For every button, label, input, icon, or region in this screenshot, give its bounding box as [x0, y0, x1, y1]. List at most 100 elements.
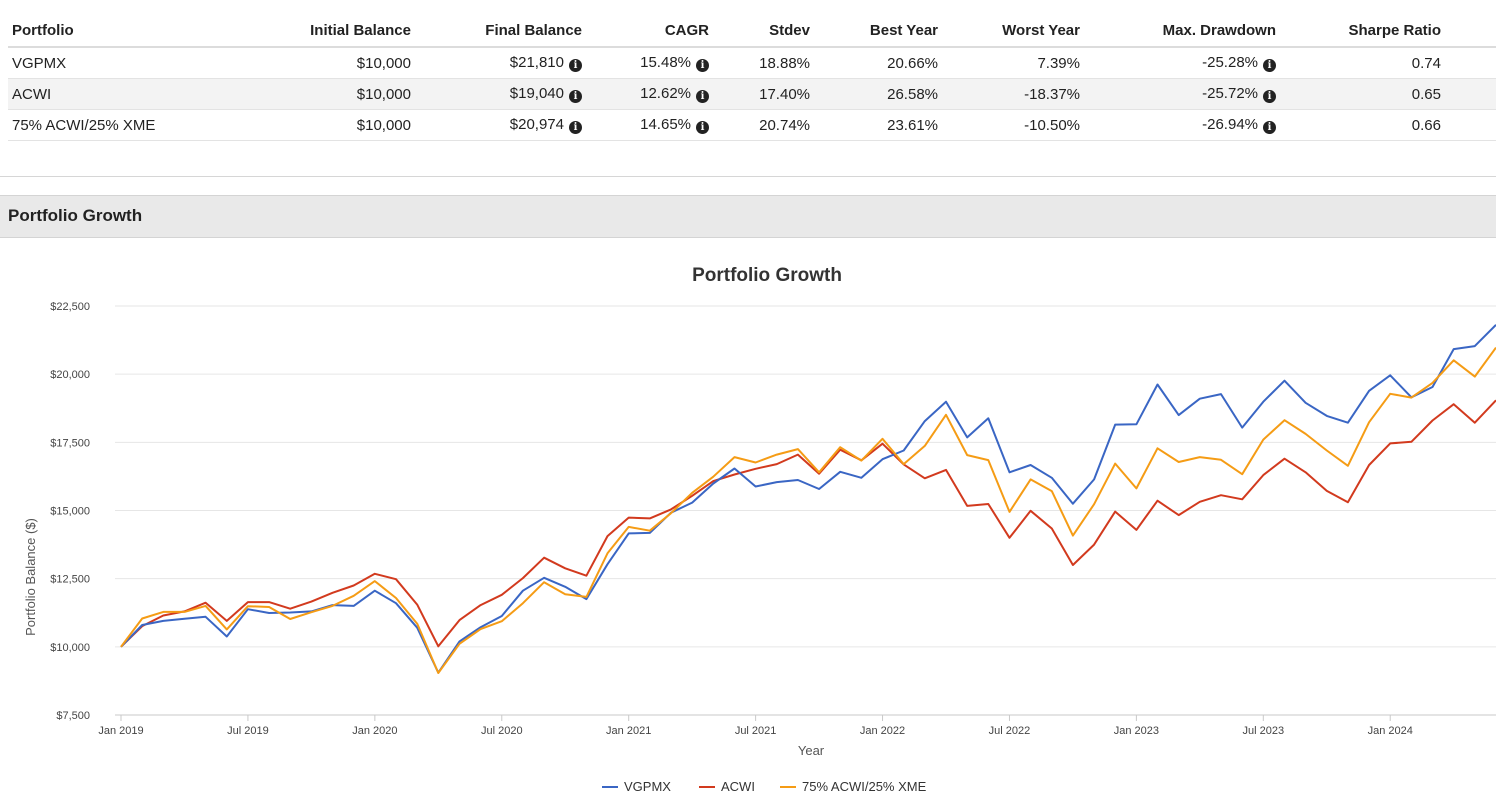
- header-spacer: [1441, 14, 1496, 48]
- table-row: VGPMX $10,000 $21,810 i 15.48% i 18.88% 20…: [8, 47, 1496, 79]
- info-circle-icon[interactable]: i: [569, 90, 582, 103]
- y-tick-label: $7,500: [56, 710, 90, 722]
- x-tick-label: Jan 2020: [352, 725, 397, 737]
- legend-label: 75% ACWI/25% XME: [802, 779, 927, 794]
- stdev: 20.74%: [709, 109, 810, 141]
- header-initial-balance: Initial Balance: [234, 14, 411, 48]
- y-tick-label: $12,500: [50, 574, 90, 586]
- info-circle-icon[interactable]: i: [1263, 59, 1276, 72]
- header-max-drawdown: Max. Drawdown: [1080, 14, 1276, 48]
- header-worst-year: Worst Year: [938, 14, 1080, 48]
- summary-header-row: Portfolio Initial Balance Final Balance …: [8, 14, 1496, 48]
- row-spacer: [1441, 47, 1496, 79]
- legend-label: ACWI: [721, 779, 755, 794]
- max-drawdown: -26.94%: [1202, 116, 1258, 133]
- portfolio-name: VGPMX: [8, 47, 234, 79]
- series-line-75-acwi-25-xme[interactable]: [120, 347, 1496, 674]
- cagr: 14.65%: [640, 116, 691, 133]
- info-circle-icon[interactable]: i: [569, 121, 582, 134]
- portfolio-name: 75% ACWI/25% XME: [8, 109, 234, 141]
- legend-label: VGPMX: [624, 779, 671, 794]
- max-drawdown-cell: -25.72% i: [1080, 78, 1276, 110]
- x-tick-label: Jan 2019: [98, 725, 143, 737]
- legend-item[interactable]: ACWI: [699, 779, 755, 794]
- worst-year: 7.39%: [938, 47, 1080, 79]
- initial-balance: $10,000: [234, 109, 411, 141]
- summary-table: Portfolio Initial Balance Final Balance …: [8, 14, 1496, 141]
- header-portfolio: Portfolio: [8, 14, 234, 48]
- stdev: 17.40%: [709, 78, 810, 110]
- best-year: 26.58%: [810, 78, 938, 110]
- info-circle-icon[interactable]: i: [696, 59, 709, 72]
- cagr-cell: 15.48% i: [582, 47, 709, 79]
- x-tick-label: Jan 2024: [1368, 725, 1413, 737]
- info-circle-icon[interactable]: i: [569, 59, 582, 72]
- x-tick-label: Jul 2023: [1243, 725, 1285, 737]
- y-tick-label: $20,000: [50, 369, 90, 381]
- table-row: ACWI $10,000 $19,040 i 12.62% i 17.40% 26.…: [8, 78, 1496, 110]
- x-tick-label: Jul 2022: [989, 725, 1031, 737]
- row-spacer: [1441, 78, 1496, 110]
- info-circle-icon[interactable]: i: [1263, 90, 1276, 103]
- portfolio-growth-chart: $7,500 $10,000 $12,500 $15,000 $17,500 $20,00…: [23, 265, 1496, 794]
- series-line-vgpmx[interactable]: [120, 324, 1496, 674]
- initial-balance: $10,000: [234, 47, 411, 79]
- initial-balance: $10,000: [234, 78, 411, 110]
- final-balance: $21,810: [509, 54, 564, 71]
- max-drawdown-cell: -26.94% i: [1080, 109, 1276, 141]
- x-tick-label: Jan 2022: [860, 725, 905, 737]
- x-tick-label: Jul 2019: [227, 725, 269, 737]
- section-header: Portfolio Growth: [0, 195, 1496, 238]
- sharpe-ratio: 0.74: [1276, 47, 1441, 79]
- y-tick-label: $10,000: [50, 642, 90, 654]
- row-spacer: [1441, 109, 1496, 141]
- sharpe-ratio: 0.65: [1276, 78, 1441, 110]
- grid-lines: [115, 305, 1496, 648]
- portfolio-name: ACWI: [8, 78, 234, 110]
- axes: $7,500 $10,000 $12,500 $15,000 $17,500 $20,00…: [50, 301, 1496, 737]
- max-drawdown: -25.72%: [1202, 85, 1258, 102]
- final-balance-cell: $21,810 i: [411, 47, 582, 79]
- y-tick-label: $15,000: [50, 506, 90, 518]
- x-tick-label: Jan 2023: [1114, 725, 1159, 737]
- info-circle-icon[interactable]: i: [696, 90, 709, 103]
- header-best-year: Best Year: [810, 14, 938, 48]
- x-tick-label: Jul 2020: [481, 725, 523, 737]
- cagr: 12.62%: [640, 85, 691, 102]
- section-divider: [0, 176, 1496, 177]
- table-row: 75% ACWI/25% XME $10,000 $20,974 i 14.65%…: [8, 109, 1496, 141]
- final-balance: $20,974: [509, 116, 564, 133]
- worst-year: -10.50%: [938, 109, 1080, 141]
- section-title: Portfolio Growth: [8, 206, 143, 225]
- final-balance: $19,040: [509, 85, 564, 102]
- header-stdev: Stdev: [709, 14, 810, 48]
- legend-item[interactable]: 75% ACWI/25% XME: [780, 779, 927, 794]
- series-lines: [120, 324, 1496, 674]
- info-circle-icon[interactable]: i: [1263, 121, 1276, 134]
- y-tick-label: $17,500: [50, 437, 90, 449]
- cagr: 15.48%: [640, 54, 691, 71]
- header-sharpe-ratio: Sharpe Ratio: [1276, 14, 1441, 48]
- stdev: 18.88%: [709, 47, 810, 79]
- worst-year: -18.37%: [938, 78, 1080, 110]
- final-balance-cell: $19,040 i: [411, 78, 582, 110]
- series-line-acwi[interactable]: [120, 399, 1496, 648]
- x-tick-label: Jul 2021: [735, 725, 777, 737]
- legend: VGPMX ACWI 75% ACWI/25% XME: [602, 779, 927, 794]
- max-drawdown: -25.28%: [1202, 54, 1258, 71]
- header-cagr: CAGR: [582, 14, 709, 48]
- cagr-cell: 14.65% i: [582, 109, 709, 141]
- best-year: 20.66%: [810, 47, 938, 79]
- chart-title: Portfolio Growth: [692, 265, 842, 286]
- best-year: 23.61%: [810, 109, 938, 141]
- max-drawdown-cell: -25.28% i: [1080, 47, 1276, 79]
- info-circle-icon[interactable]: i: [696, 121, 709, 134]
- legend-item[interactable]: VGPMX: [602, 779, 671, 794]
- y-axis-label: Portfolio Balance ($): [23, 518, 38, 636]
- x-tick-label: Jan 2021: [606, 725, 651, 737]
- final-balance-cell: $20,974 i: [411, 109, 582, 141]
- header-final-balance: Final Balance: [411, 14, 582, 48]
- cagr-cell: 12.62% i: [582, 78, 709, 110]
- y-tick-label: $22,500: [50, 301, 90, 313]
- x-axis-label: Year: [798, 743, 825, 758]
